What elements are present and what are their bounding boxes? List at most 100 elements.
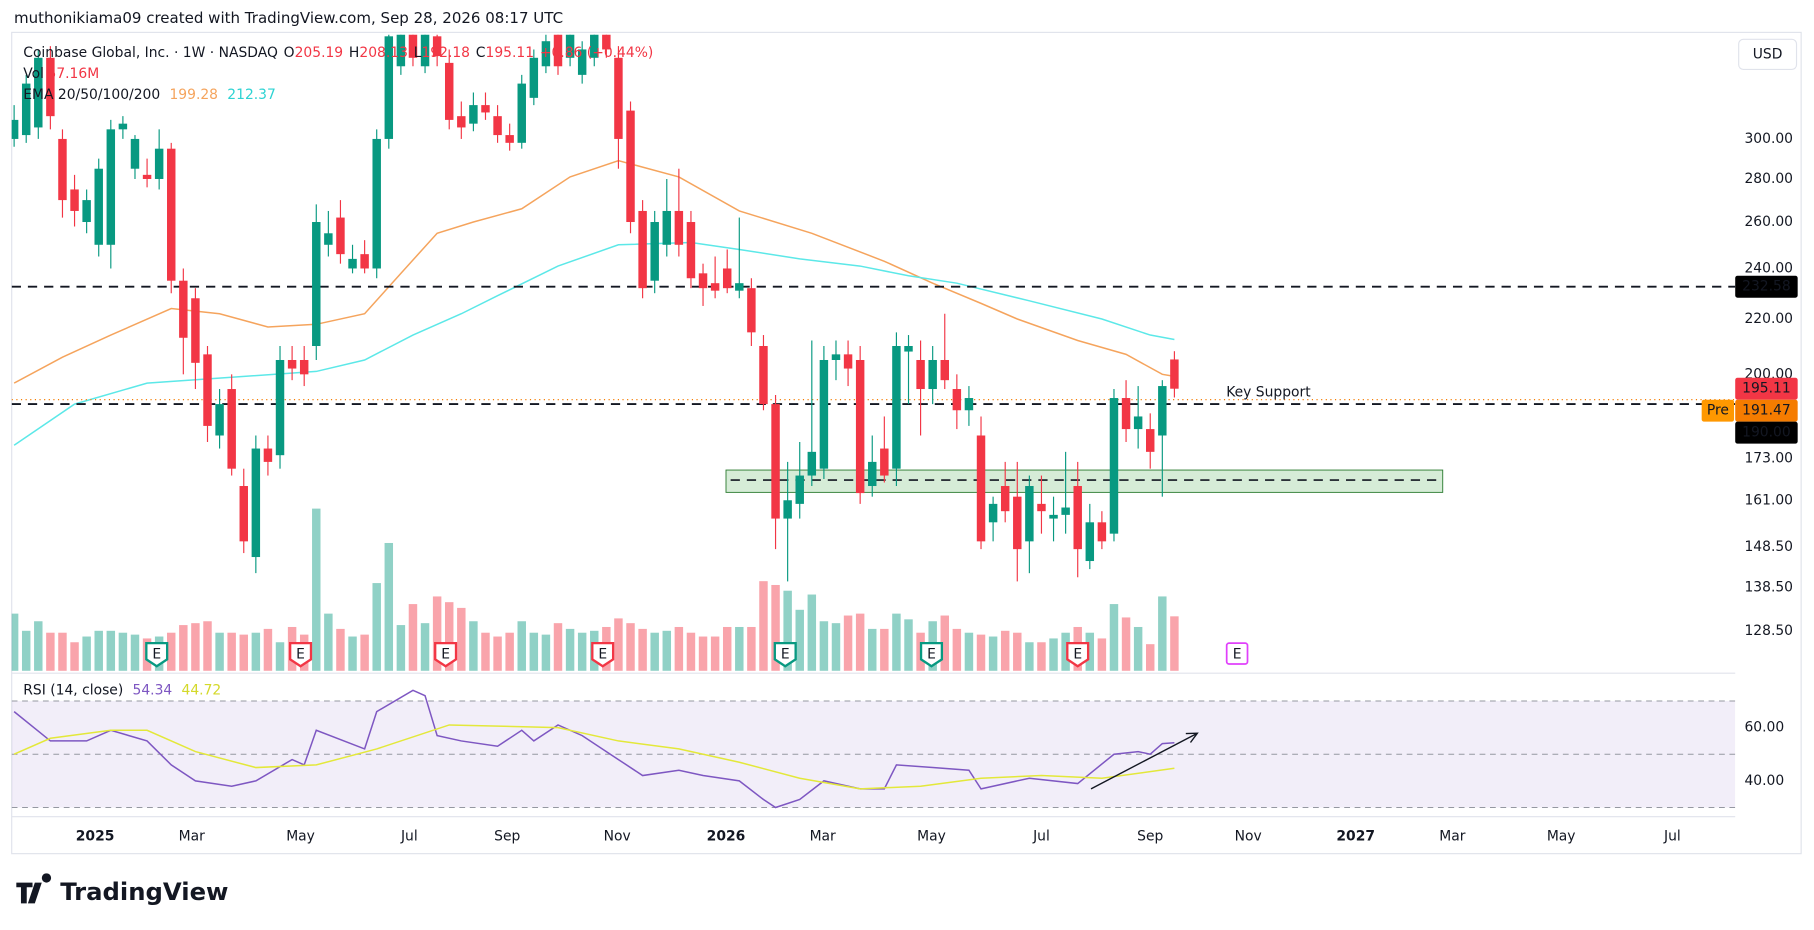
earnings-upcoming[interactable] xyxy=(1225,642,1249,665)
earnings-label[interactable]: E xyxy=(927,647,936,663)
x-tick-label: Mar xyxy=(810,828,836,844)
x-tick-label: Jul xyxy=(1663,828,1681,844)
volume-bar xyxy=(106,630,116,671)
logo-mark[interactable] xyxy=(16,873,52,904)
volume-bar xyxy=(469,621,478,671)
candle-body xyxy=(855,359,865,494)
candle-body xyxy=(747,288,756,333)
x-tick-label: Mar xyxy=(179,828,205,844)
candle-body xyxy=(432,36,442,57)
earnings-badge[interactable] xyxy=(919,641,944,668)
volume-bar xyxy=(892,613,901,671)
candle-body xyxy=(21,83,31,136)
y-tick-label: 148.50 xyxy=(1744,539,1793,555)
earnings-badge[interactable] xyxy=(145,641,169,668)
change: +0.86 (+0.44%) xyxy=(540,45,653,61)
earnings-label[interactable]: E xyxy=(598,647,607,663)
volume-bar xyxy=(384,542,394,671)
candle-body xyxy=(34,57,43,128)
volume-bar xyxy=(577,632,587,671)
candle-body xyxy=(577,49,587,75)
candle-body xyxy=(312,222,321,347)
volume-bar xyxy=(70,642,79,671)
volume-bar xyxy=(130,634,140,671)
y-tick-label: 280.00 xyxy=(1744,171,1793,187)
volume-bar xyxy=(880,628,889,671)
volume-bar xyxy=(1158,596,1167,671)
volume-bar xyxy=(1097,638,1107,671)
volume-bar xyxy=(807,594,817,671)
candle-body xyxy=(626,110,635,223)
volume-bar xyxy=(952,628,962,671)
attribution: muthonikiama09 created with TradingView.… xyxy=(14,9,563,27)
volume-bar xyxy=(747,626,756,671)
candle-body xyxy=(916,359,925,390)
earnings-badge[interactable] xyxy=(434,641,458,668)
candle-body xyxy=(1133,416,1143,430)
candle-body xyxy=(831,354,841,360)
earnings-label[interactable]: E xyxy=(152,647,161,663)
candle-body xyxy=(1158,386,1167,436)
legend-main: Coinbase Global, Inc. · 1W · NASDAQ O205.… xyxy=(23,45,653,61)
volume-bar xyxy=(324,613,333,671)
candle-body xyxy=(1109,398,1119,534)
support-zone xyxy=(725,469,1444,493)
volume-key: Vol xyxy=(23,66,44,82)
volume-bar xyxy=(855,613,865,671)
volume-bar xyxy=(1085,632,1095,671)
volume-bar xyxy=(1146,644,1155,671)
candle-body xyxy=(505,135,514,143)
ema-key: EMA 20/50/100/200 xyxy=(23,87,160,103)
candle-body xyxy=(1025,486,1034,542)
earnings-badge[interactable] xyxy=(773,641,797,668)
candle-body xyxy=(722,268,732,289)
candle-body xyxy=(396,34,406,67)
volume-bar xyxy=(251,632,261,671)
currency-box[interactable] xyxy=(1738,38,1798,70)
candle-body xyxy=(686,222,696,279)
candle-body xyxy=(674,210,684,245)
ema-line xyxy=(13,159,1175,384)
candle-body xyxy=(324,233,333,245)
candle-body xyxy=(469,105,478,124)
volume-bar xyxy=(565,628,575,671)
volume-bar xyxy=(1037,642,1046,671)
volume-bar xyxy=(698,636,708,671)
candle-body xyxy=(868,461,877,487)
x-tick-label: Nov xyxy=(1235,828,1262,844)
legend-ema: EMA 20/50/100/200 199.28 212.37 xyxy=(23,87,276,103)
earnings-badge[interactable] xyxy=(288,641,313,668)
earnings-label[interactable]: E xyxy=(781,647,790,663)
volume-bar xyxy=(759,581,768,671)
volume-bar xyxy=(58,632,67,671)
ohlc-key: C xyxy=(476,45,486,61)
rsi-ma-value: 44.72 xyxy=(182,683,222,699)
candle-body xyxy=(807,451,817,476)
earnings-label[interactable]: E xyxy=(296,647,305,663)
earnings-label[interactable]: E xyxy=(1073,647,1082,663)
logo-text[interactable]: TradingView xyxy=(60,877,228,906)
volume-bar xyxy=(312,508,321,671)
rsi-tick-label: 40.00 xyxy=(1744,773,1784,789)
candle-body xyxy=(650,222,659,281)
currency[interactable]: USD xyxy=(1753,46,1783,62)
earnings-label[interactable]: E xyxy=(441,647,450,663)
candle-body xyxy=(517,83,526,143)
volume-bar xyxy=(118,632,128,671)
candle-body xyxy=(336,217,345,255)
candle-body xyxy=(58,138,67,201)
ohlc-key: L xyxy=(414,45,422,61)
candle-body xyxy=(11,119,19,139)
earnings-badge[interactable] xyxy=(591,641,615,668)
candle-body xyxy=(759,346,768,405)
earnings-badge[interactable] xyxy=(1066,641,1090,668)
candle-body xyxy=(1000,486,1010,512)
candle-body xyxy=(698,273,708,289)
candle-body xyxy=(106,129,116,245)
ema-line xyxy=(13,241,1175,446)
ohlc-value: 192.18 xyxy=(421,45,470,61)
rsi-line xyxy=(13,724,1175,790)
volume-bar xyxy=(686,632,696,671)
volume-bar xyxy=(34,621,43,671)
